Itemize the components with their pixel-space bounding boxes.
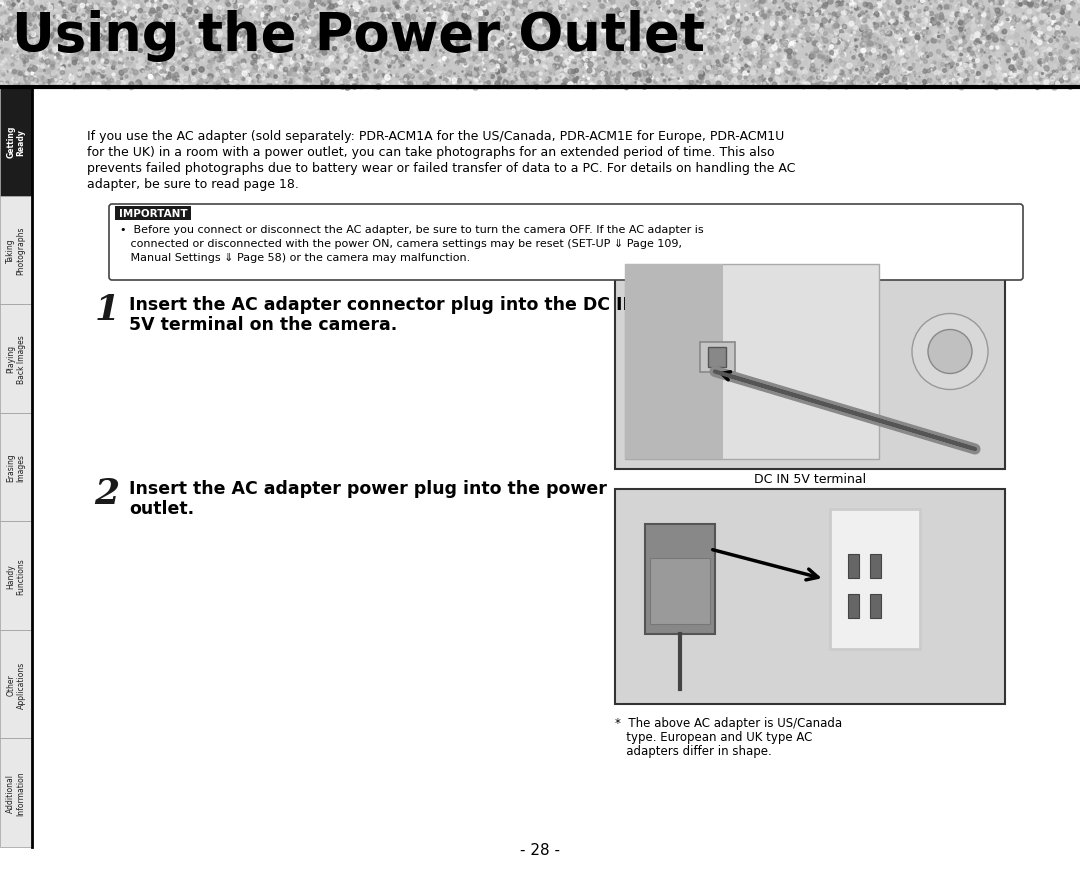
Text: *  The above AC adapter is US/Canada: * The above AC adapter is US/Canada — [615, 716, 842, 729]
Text: outlet.: outlet. — [129, 500, 194, 517]
Text: Insert the AC adapter power plug into the power: Insert the AC adapter power plug into th… — [129, 480, 607, 497]
Text: •  Before you connect or disconnect the AC adapter, be sure to turn the camera O: • Before you connect or disconnect the A… — [120, 225, 704, 235]
Bar — [645, 524, 715, 634]
Bar — [625, 265, 878, 460]
FancyBboxPatch shape — [109, 205, 1023, 281]
Bar — [848, 554, 859, 579]
Text: Getting
Ready: Getting Ready — [6, 126, 26, 158]
Bar — [615, 489, 1005, 704]
Bar — [615, 255, 1005, 469]
Bar — [650, 559, 710, 624]
Text: Playing
Back Images: Playing Back Images — [6, 335, 26, 383]
Bar — [114, 207, 191, 221]
Bar — [869, 594, 880, 618]
Bar — [0, 0, 1080, 88]
Bar — [0, 88, 32, 196]
Text: Using the Power Outlet: Using the Power Outlet — [12, 10, 705, 62]
Text: connected or disconnected with the power ON, camera settings may be reset (SET-U: connected or disconnected with the power… — [120, 239, 681, 249]
Text: DC IN 5V terminal: DC IN 5V terminal — [754, 473, 866, 486]
Text: Handy
Functions: Handy Functions — [6, 558, 26, 594]
Bar — [869, 554, 880, 579]
Bar — [700, 342, 735, 372]
Bar — [625, 265, 723, 460]
Circle shape — [928, 330, 972, 374]
Text: Erasing
Images: Erasing Images — [6, 453, 26, 481]
Text: adapter, be sure to read page 18.: adapter, be sure to read page 18. — [87, 178, 299, 191]
Bar — [0, 414, 32, 521]
Circle shape — [912, 314, 988, 390]
Bar — [0, 305, 32, 414]
Text: - 28 -: - 28 - — [519, 842, 561, 857]
Bar — [0, 521, 32, 630]
Text: Insert the AC adapter connector plug into the DC IN: Insert the AC adapter connector plug int… — [129, 295, 637, 314]
Text: Taking
Photographs: Taking Photographs — [6, 226, 26, 275]
Text: Manual Settings ⇓ Page 58) or the camera may malfunction.: Manual Settings ⇓ Page 58) or the camera… — [120, 253, 470, 262]
Bar — [708, 347, 726, 367]
Bar — [0, 739, 32, 847]
Text: prevents failed photographs due to battery wear or failed transfer of data to a : prevents failed photographs due to batte… — [87, 162, 795, 175]
Text: Additional
Information: Additional Information — [6, 771, 26, 815]
Bar — [0, 196, 32, 305]
Bar — [829, 509, 919, 649]
Text: Other
Applications: Other Applications — [6, 660, 26, 708]
Bar — [848, 594, 859, 618]
Text: 1: 1 — [94, 293, 120, 327]
Text: IMPORTANT: IMPORTANT — [119, 209, 187, 219]
Text: 2: 2 — [94, 476, 120, 510]
Text: 5V terminal on the camera.: 5V terminal on the camera. — [129, 315, 397, 334]
Text: type. European and UK type AC: type. European and UK type AC — [615, 730, 812, 743]
Text: adapters differ in shape.: adapters differ in shape. — [615, 744, 772, 757]
Bar — [0, 630, 32, 739]
Text: for the UK) in a room with a power outlet, you can take photographs for an exten: for the UK) in a room with a power outle… — [87, 146, 774, 159]
Text: If you use the AC adapter (sold separately: PDR-ACM1A for the US/Canada, PDR-ACM: If you use the AC adapter (sold separate… — [87, 129, 784, 143]
